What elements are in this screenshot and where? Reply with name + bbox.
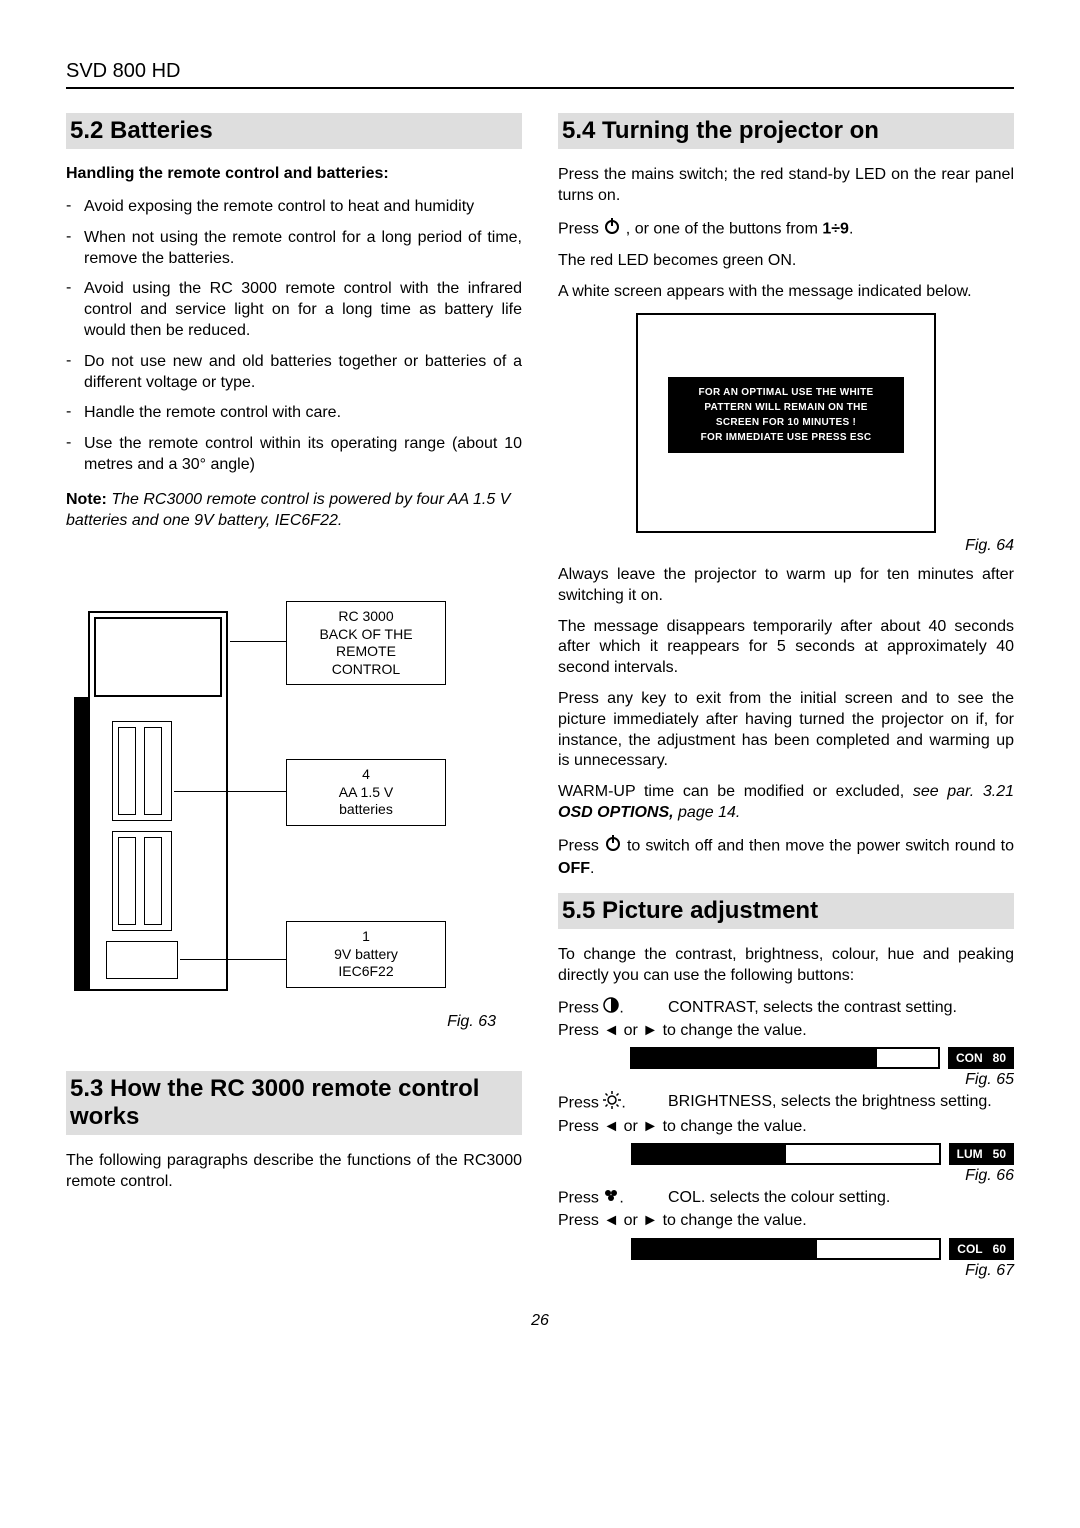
brightness-line: Press . BRIGHTNESS, selects the brightne…: [558, 1091, 1014, 1116]
sec-5-2-list: -Avoid exposing the remote control to he…: [66, 197, 522, 476]
note-text: The RC3000 remote control is powered by …: [66, 491, 510, 529]
change-line: Press ◄ or ► to change the value.: [558, 1116, 1014, 1138]
sec-5-2-note: Note: The RC3000 remote control is power…: [66, 490, 522, 532]
sec-5-2-title: 5.2 Batteries: [66, 113, 522, 149]
list-item: Avoid exposing the remote control to hea…: [84, 197, 522, 218]
list-item: When not using the remote control for a …: [84, 228, 522, 270]
list-item: Handle the remote control with care.: [84, 403, 522, 424]
sec54-p4: A white screen appears with the message …: [558, 282, 1014, 303]
sec54-p1: Press the mains switch; the red stand-by…: [558, 165, 1014, 207]
fig64-caption: Fig. 64: [558, 537, 1014, 555]
sec55-intro: To change the contrast, brightness, colo…: [558, 945, 1014, 987]
page-number: 26: [66, 1312, 1014, 1330]
contrast-line: Press . CONTRAST, selects the contrast s…: [558, 997, 1014, 1020]
change-line: Press ◄ or ► to change the value.: [558, 1210, 1014, 1232]
list-item: Do not use new and old batteries togethe…: [84, 352, 522, 394]
sec-5-5-title: 5.5 Picture adjustment: [558, 893, 1014, 929]
fig66-caption: Fig. 66: [558, 1167, 1014, 1185]
sec54-p2: Press , or one of the buttons from 1÷9.: [558, 217, 1014, 242]
sec54-p8: WARM-UP time can be modified or excluded…: [558, 782, 1014, 824]
list-item: Avoid using the RC 3000 remote control w…: [84, 279, 522, 341]
sec54-p7: Press any key to exit from the initial s…: [558, 689, 1014, 772]
sec54-p6: The message disappears temporarily after…: [558, 617, 1014, 679]
sec-5-2-subhead: Handling the remote control and batterie…: [66, 165, 522, 183]
sec-5-3-title: 5.3 How the RC 3000 remote control works: [66, 1071, 522, 1135]
header-rule: [66, 87, 1014, 89]
right-column: 5.4 Turning the projector on Press the m…: [558, 113, 1014, 1282]
note-label: Note:: [66, 491, 107, 508]
fig67-caption: Fig. 67: [558, 1262, 1014, 1280]
fig-63: RC 3000 BACK OF THE REMOTE CONTROL 4 AA …: [66, 601, 496, 1031]
list-item: Use the remote control within its operat…: [84, 434, 522, 476]
fig64-osd: FOR AN OPTIMAL USE THE WHITE PATTERN WIL…: [636, 313, 936, 533]
sec54-p9: Press to switch off and then move the po…: [558, 834, 1014, 880]
fig63-label-9v: 1 9V battery IEC6F22: [286, 921, 446, 988]
colour-icon: [603, 1187, 619, 1210]
fig63-label-rc: RC 3000 BACK OF THE REMOTE CONTROL: [286, 601, 446, 685]
sec-5-4-title: 5.4 Turning the projector on: [558, 113, 1014, 149]
fig67-bar: COL60 Fig. 67: [558, 1238, 1014, 1280]
fig63-caption: Fig. 63: [447, 1013, 496, 1031]
header-model: SVD 800 HD: [66, 60, 1014, 83]
power-icon: [604, 834, 622, 859]
fig66-bar: LUM50 Fig. 66: [558, 1143, 1014, 1185]
change-line: Press ◄ or ► to change the value.: [558, 1020, 1014, 1042]
left-column: 5.2 Batteries Handling the remote contro…: [66, 113, 522, 1282]
contrast-icon: [603, 997, 619, 1020]
fig65-caption: Fig. 65: [558, 1071, 1014, 1089]
fig65-bar: CON80 Fig. 65: [558, 1047, 1014, 1089]
brightness-icon: [603, 1091, 621, 1116]
sec54-p3: The red LED becomes green ON.: [558, 251, 1014, 272]
colour-line: Press . COL. selects the colour setting.: [558, 1187, 1014, 1210]
sec54-p5: Always leave the projector to warm up fo…: [558, 565, 1014, 607]
power-icon: [603, 217, 621, 242]
sec-5-3-para: The following paragraphs describe the fu…: [66, 1151, 522, 1193]
fig63-label-aa: 4 AA 1.5 V batteries: [286, 759, 446, 826]
